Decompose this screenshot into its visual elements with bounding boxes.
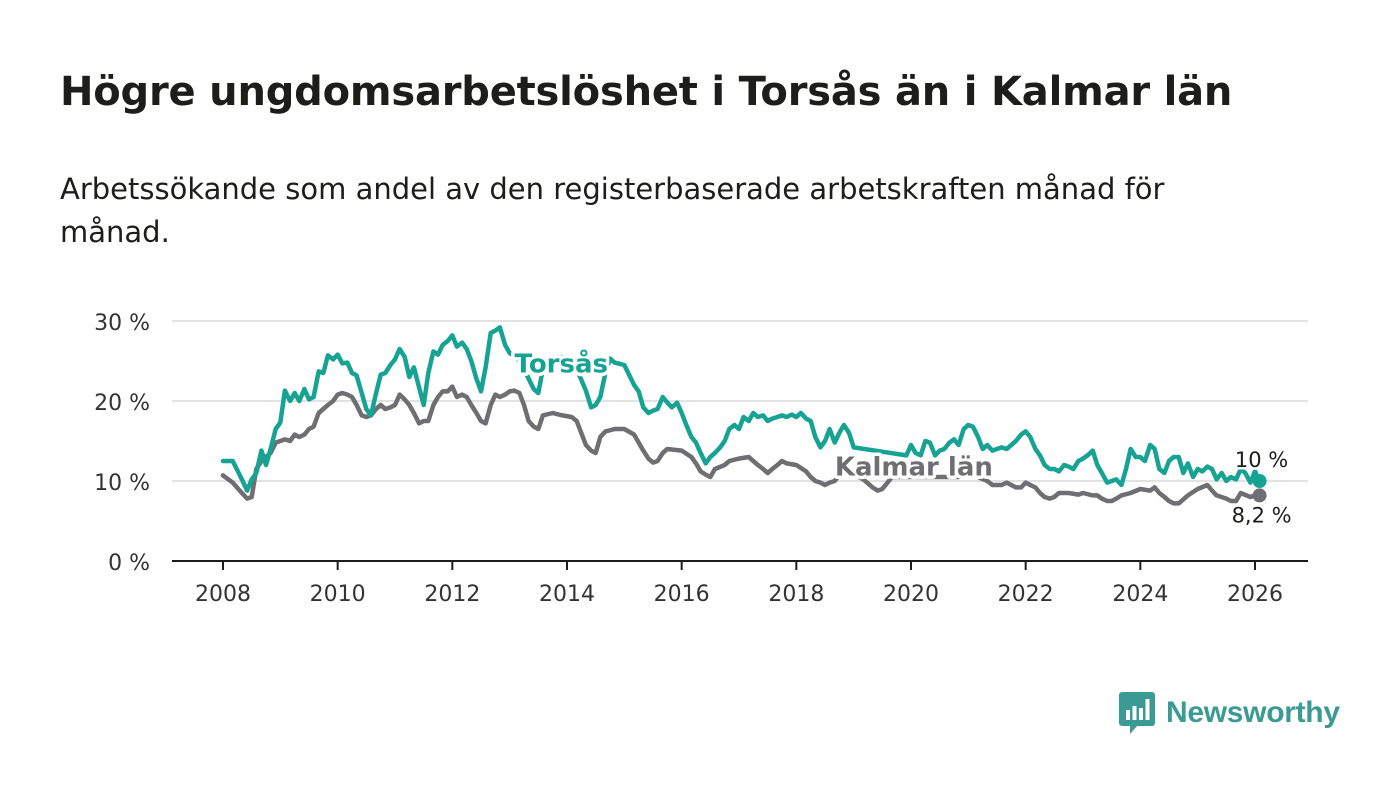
series-label-kalmar-l-n: Kalmar län [835,453,993,483]
bar-chart-speech-bubble-icon [1119,692,1155,734]
y-tick-label: 30 % [94,311,150,336]
x-tick-label: 2016 [654,582,710,607]
chart-title: Högre ungdomsarbetslöshet i Torsås än i … [60,69,1233,115]
x-tick-label: 2026 [1227,582,1283,607]
end-value-label-kalmar-l-n: 8,2 % [1232,503,1292,527]
x-tick-label: 2010 [310,582,366,607]
brand-name: Newsworthy [1166,696,1340,729]
x-axis-ticks: 2008 2010 2012 2014 2016 2018 2020 2022 2024 2026 [195,561,1283,607]
x-tick-label: 2022 [998,582,1054,607]
x-tick-label: 2014 [539,582,595,607]
y-tick-label: 0 % [108,551,150,576]
end-dot-kalmar-l-n [1252,488,1267,503]
newsworthy-logo: Newsworthy [1118,690,1340,736]
x-tick-label: 2020 [883,582,939,607]
x-tick-label: 2018 [768,582,824,607]
series-layer [220,325,1267,506]
x-tick-label: 2024 [1112,582,1168,607]
y-axis-ticks: 0 % 10 % 20 % 30 % [94,311,150,576]
y-tick-label: 20 % [94,391,150,416]
x-tick-label: 2012 [424,582,480,607]
end-value-label-tors-s: 10 % [1235,448,1288,472]
chart-subtitle: Arbetssökande som andel av den registerb… [60,172,1165,249]
series-line-kalmar-l-n [220,384,1262,506]
series-labels: Torsås 10 % Kalmar län 8,2 % [511,344,1294,530]
end-dot-tors-s [1252,474,1267,488]
y-tick-label: 10 % [94,471,150,496]
x-tick-label: 2008 [195,582,251,607]
series-line-tors-s [220,325,1262,493]
series-label-tors-s: Torsås [515,347,608,379]
